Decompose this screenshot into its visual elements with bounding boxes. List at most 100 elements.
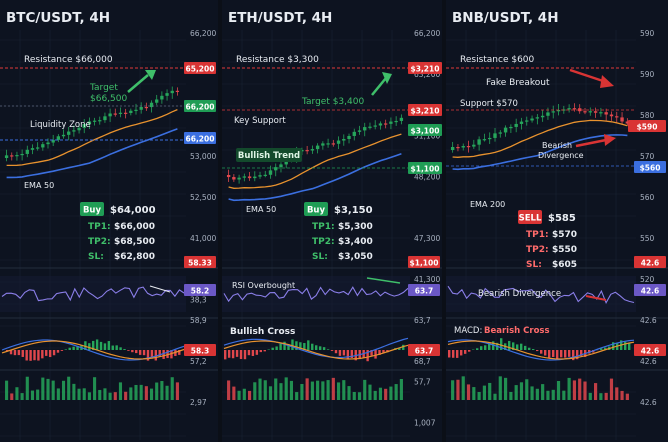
rsi-line <box>223 286 409 303</box>
volume-bar <box>389 386 393 400</box>
macd-bar <box>311 343 314 350</box>
y-tick-label: 2,97 <box>190 398 207 407</box>
volume-bar <box>336 382 341 400</box>
candle-body <box>509 126 513 129</box>
macd-bar <box>146 350 150 361</box>
rsi-badge-bg <box>634 284 666 296</box>
rsi-annotation: RSI Overbought <box>232 281 295 290</box>
macd-bar <box>468 350 471 352</box>
candle-body <box>482 139 487 141</box>
pane-divider-badge-bg <box>634 256 666 268</box>
macd-bar <box>299 342 302 350</box>
candle-body <box>123 112 128 114</box>
macd-bar <box>119 347 122 350</box>
volume-bar <box>67 376 71 400</box>
candle-body <box>103 116 107 121</box>
rsi-arrow <box>149 285 171 293</box>
candle-body <box>567 108 571 110</box>
candle-body <box>321 143 325 146</box>
target-price: $66,500 <box>90 94 127 104</box>
candle-body <box>56 136 61 140</box>
macd-bar <box>628 342 631 350</box>
macd-bar <box>492 341 495 350</box>
down-arrow-top <box>569 68 607 84</box>
signal-tp1-value: $5,300 <box>338 222 373 232</box>
resistance-label: Resistance $66,000 <box>24 55 113 65</box>
volume-bar <box>599 393 603 400</box>
volume-bar <box>103 388 107 400</box>
volume-bar <box>578 378 582 400</box>
macd-bar <box>135 350 138 354</box>
bullish-trend-bg <box>236 148 302 162</box>
macd-bar <box>131 350 134 353</box>
volume-bar <box>514 385 518 400</box>
signal-sl-value: $62,800 <box>114 252 155 262</box>
macd-bar <box>88 343 91 350</box>
down-arrow-mid <box>575 138 607 148</box>
volume-bar <box>295 392 299 400</box>
candle-body <box>113 113 117 115</box>
volume-bar <box>604 392 608 400</box>
candle-body <box>165 93 169 96</box>
signal-tp2-label: TP2: <box>88 237 111 247</box>
macd-bar <box>604 347 607 350</box>
volume-bar <box>451 380 455 400</box>
lower-price-badge: $1,100 <box>411 165 440 174</box>
candle-body <box>30 148 35 150</box>
macd-bar <box>255 350 259 355</box>
macd-badge: 63.7 <box>415 347 434 356</box>
macd-annotation: Bearish Cross <box>484 326 550 336</box>
candle-body <box>373 125 377 127</box>
y-tick-label: 57,2 <box>190 357 207 366</box>
macd-bar <box>330 350 334 351</box>
signal-entry: $3,150 <box>334 205 373 216</box>
target-label: Target <box>89 83 118 93</box>
candle-body <box>514 123 518 127</box>
y-tick-label: 590 <box>640 29 655 38</box>
volume-bar <box>72 383 76 400</box>
volume-bar <box>134 384 138 400</box>
macd-bar <box>350 350 354 359</box>
candle-body <box>394 120 398 123</box>
bullish-trend-label: Bullish Trend <box>238 151 300 161</box>
candle-body <box>399 117 404 121</box>
macd-bar <box>508 340 511 350</box>
macd-prefix: MACD: <box>454 326 482 336</box>
macd-bar <box>235 350 239 357</box>
resistance-label: Resistance $600 <box>460 55 535 65</box>
candle-body <box>20 153 24 156</box>
signal-side: Buy <box>83 206 102 216</box>
macd-bar <box>528 347 531 350</box>
y-tick-label: 48,200 <box>414 173 440 182</box>
volume-bar <box>129 387 133 400</box>
macd-signal-line <box>1 340 185 360</box>
macd-bar <box>247 350 251 356</box>
candle-body <box>466 146 471 148</box>
y-tick-label: 1,007 <box>414 419 436 428</box>
volume-bar <box>30 390 35 400</box>
candle-body <box>525 120 529 122</box>
y-tick-label: 47,300 <box>414 234 440 243</box>
signal-tp2-label: TP2: <box>526 245 549 255</box>
candle-body <box>472 144 476 147</box>
volume-bar <box>263 380 267 400</box>
panel-background <box>446 0 668 442</box>
candle-body <box>477 139 481 145</box>
volume-bar <box>519 382 524 400</box>
volume-bar <box>5 380 9 400</box>
volume-bar <box>155 382 159 400</box>
y-tick-label: 63,200 <box>414 70 440 79</box>
volume-bar <box>175 382 179 400</box>
macd-bar <box>544 350 547 356</box>
candle-body <box>247 176 252 179</box>
macd-bar <box>21 350 24 357</box>
candle-body <box>10 155 14 157</box>
volume-bar <box>237 390 241 400</box>
ema-label: EMA 50 <box>24 181 54 190</box>
y-tick-label: 42.6 <box>640 357 657 366</box>
candle-body <box>155 99 159 103</box>
candle-body <box>41 144 45 148</box>
lower-price-badge-bg <box>408 162 442 174</box>
y-tick-label: 53,000 <box>190 152 216 161</box>
current-price-badge: $3,210 <box>411 107 440 116</box>
